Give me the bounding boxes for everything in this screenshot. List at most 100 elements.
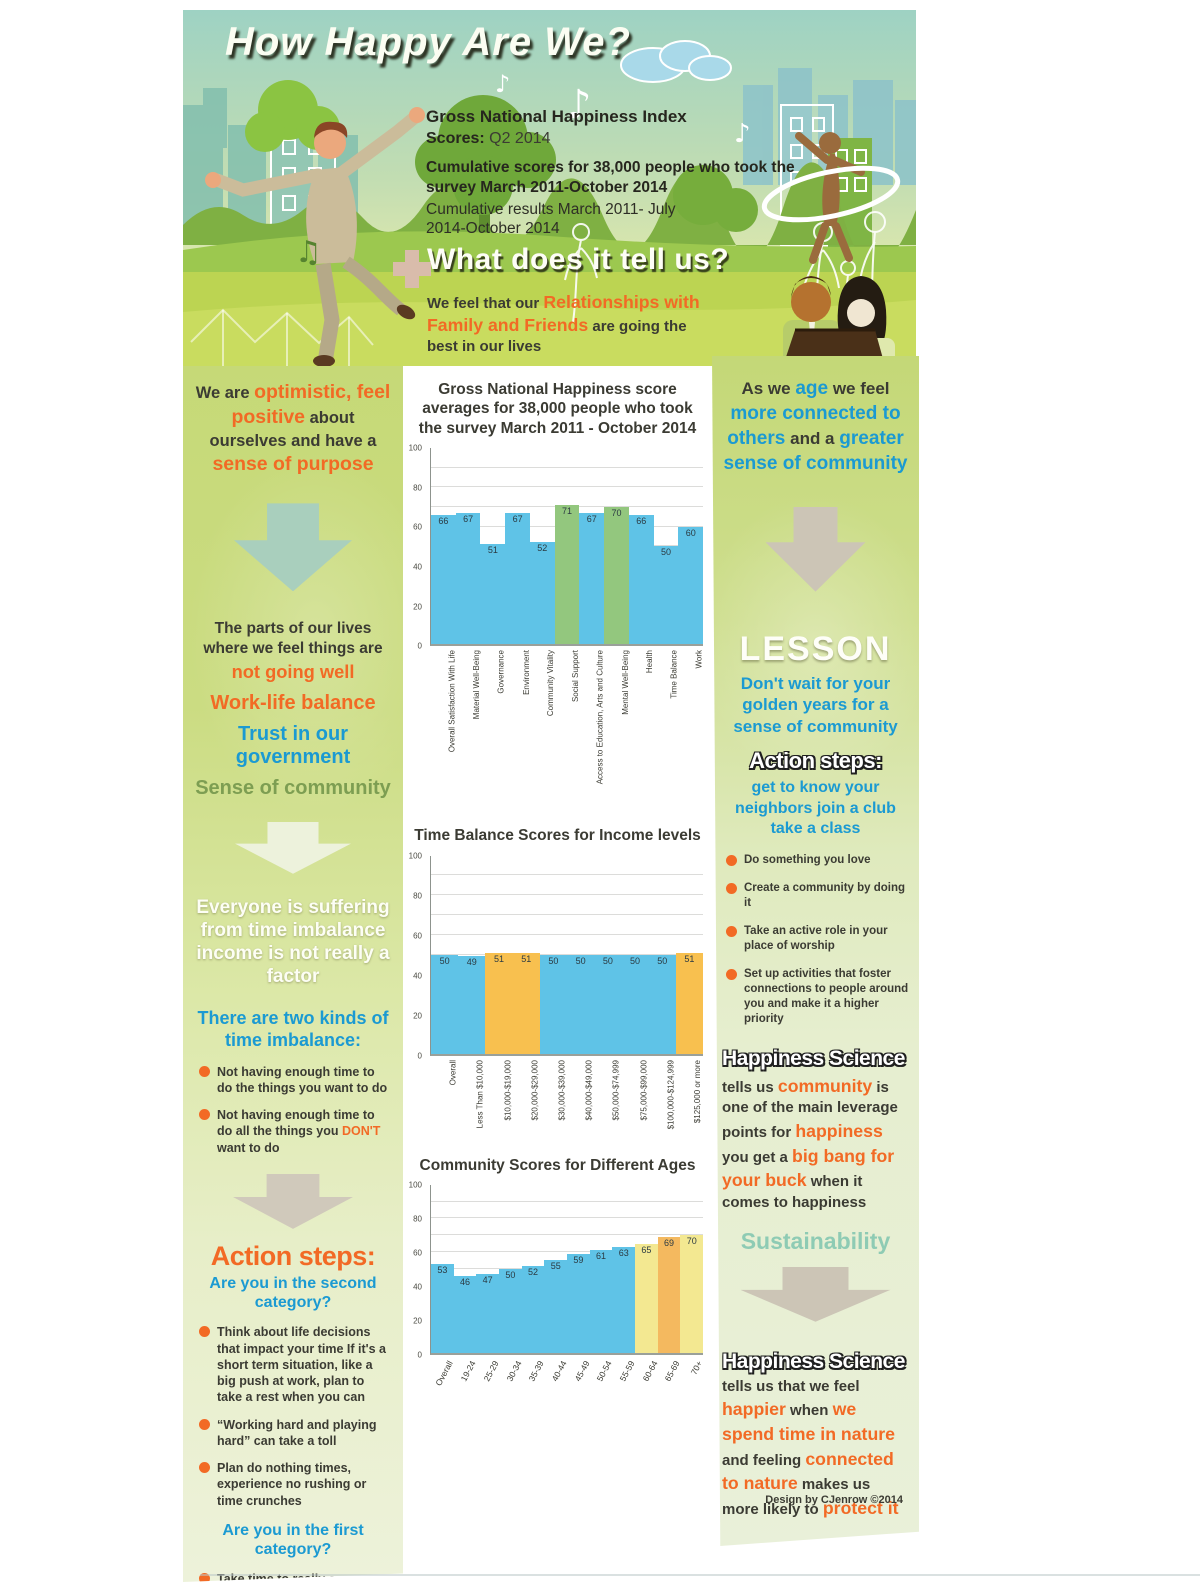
bar-governance: 51	[480, 544, 506, 645]
text-segment: we feel	[828, 379, 890, 398]
bullet-icon	[199, 1065, 210, 1077]
bar-overall: 50	[431, 954, 459, 1054]
bar--100-000-124-999: 50	[648, 954, 676, 1054]
bar-value-label: 49	[466, 957, 477, 968]
bar-access-to-education-arts-and-culture: 67	[579, 512, 605, 645]
x-tick: $100,000-$124,999	[648, 1056, 675, 1148]
dancing-person	[205, 107, 425, 366]
design-credit: Design by CJenrow ©2014	[765, 1494, 903, 1506]
bullet-icon	[726, 855, 737, 867]
gridline	[431, 953, 703, 955]
x-tick: $10,000-$19,000	[484, 1056, 512, 1148]
x-tick: Overall Satisfaction With Life	[430, 646, 456, 794]
bar-value-label: 51	[487, 545, 498, 556]
area-work-life-balance: Work-life balance	[210, 691, 376, 714]
bullet-text: Do something you love	[744, 854, 871, 866]
y-axis-ticks: 0 20 40 60 80 100	[403, 1180, 427, 1359]
cloud-icon	[620, 40, 732, 83]
x-tick: Governance	[479, 646, 506, 794]
y-tick-label: 40	[413, 971, 422, 980]
bar--10-000-19-000: 51	[485, 952, 513, 1054]
x-tick: 60-64	[634, 1355, 659, 1415]
section-answer: We feel that our Relationships with Fami…	[427, 291, 707, 357]
y-axis-ticks: 0 20 40 60 80 100	[403, 851, 427, 1060]
text-segment: makes us more likely to	[722, 1476, 871, 1519]
bar-mental-well-being: 70	[604, 506, 629, 645]
bar-70+: 70	[680, 1235, 704, 1353]
bar-40-44: 55	[544, 1260, 568, 1353]
x-tick: Overall	[430, 1056, 458, 1148]
bar-value-label: 47	[482, 1274, 493, 1285]
happiness-science-community: Happiness Science tells us community is …	[722, 1045, 909, 1214]
x-tick: 19-24	[453, 1355, 478, 1415]
x-tick: $30,000-$39,000	[539, 1056, 566, 1148]
x-tick: 50-54	[589, 1355, 614, 1415]
text-segment: Take an active role in your place of wor…	[744, 925, 888, 952]
x-tick: 70+	[679, 1355, 705, 1415]
bar-value-label: 50	[575, 955, 586, 966]
divider	[200, 1574, 1200, 1576]
bar-value-label: 70	[686, 1236, 697, 1247]
bar-25-29: 47	[476, 1273, 500, 1353]
plus-icon	[393, 250, 431, 288]
x-axis-labels: Overall 19-24 25-29 30-34 35-39 40-44 45-49 50-…	[430, 1355, 705, 1415]
x-tick: $75,000-$99,000	[620, 1056, 648, 1148]
chart-title: Community Scores for Different Ages	[419, 1156, 696, 1174]
y-tick-label: 100	[408, 443, 422, 453]
bar-value-label: 51	[684, 953, 695, 964]
bullet-icon	[199, 1109, 210, 1121]
text-segment: connected to nature	[722, 1448, 894, 1494]
text-segment: happier	[722, 1399, 786, 1420]
couple-with-laptop	[783, 276, 895, 366]
text-segment: more connected to others	[727, 403, 901, 450]
bar--40-000-49-000: 50	[567, 954, 595, 1054]
y-tick-label: 80	[413, 483, 422, 493]
text-segment: when it comes to happiness	[722, 1173, 867, 1212]
x-tick: $20,000-$29,000	[512, 1056, 539, 1148]
list-item: Create a community by doing it	[722, 881, 909, 911]
text-segment: tells us that we feel	[722, 1377, 860, 1395]
x-tick: 30-34	[498, 1355, 523, 1415]
community-action-list: Do something you love Create a community…	[722, 853, 909, 1026]
text-segment: Happiness Science	[722, 1046, 905, 1070]
text-segment: protect it	[822, 1498, 899, 1519]
bar-value-label: 66	[636, 515, 647, 526]
bar-material-well-being: 67	[455, 512, 481, 645]
x-tick: Social Support	[554, 646, 580, 794]
right-column: As we age we feel more connected to othe…	[712, 356, 919, 1546]
bar-value-label: 51	[494, 953, 505, 964]
bar-value-label: 50	[630, 955, 641, 966]
area-sense-community: Sense of community	[195, 776, 391, 799]
gridline	[431, 486, 703, 488]
bar--20-000-29-000: 51	[512, 952, 540, 1054]
text-segment: Take time to really savor each activity	[217, 1572, 362, 1582]
y-tick-label: 80	[413, 1214, 422, 1224]
music-note-icon: ♪ ♪ ♪ ♫	[295, 70, 751, 270]
list-item: Think about life decisions that impact y…	[195, 1324, 391, 1405]
bullet-icon	[726, 926, 737, 938]
bar-value-label: 67	[586, 513, 597, 524]
list-item: Take an active role in your place of wor…	[722, 924, 909, 954]
plot-area: 66 67 51 67 52 71 67 70 66 50 60	[430, 448, 704, 647]
bar-value-label: 67	[512, 513, 523, 524]
bar--75-000-99-000: 50	[621, 954, 649, 1054]
lesson-text: Don't wait for your golden years for a s…	[733, 673, 898, 737]
x-tick: Work	[677, 646, 704, 794]
gridline	[431, 1251, 703, 1253]
x-tick: Material Well-Being	[455, 646, 481, 794]
bar-value-label: 50	[439, 955, 450, 966]
bar-time-balance: 50	[653, 546, 679, 645]
text-segment: when	[785, 1402, 833, 1420]
gridline	[431, 1234, 703, 1236]
x-tick: 25-29	[475, 1355, 500, 1415]
x-tick: Environment	[504, 646, 531, 794]
list-item: Take time to really savor each activity	[195, 1571, 391, 1582]
text-segment: about ourselves and have a	[209, 409, 377, 450]
text-segment: not going well	[231, 660, 355, 682]
x-tick: Time Balance	[653, 646, 679, 794]
bar-health: 66	[628, 514, 654, 645]
x-tick: 45-49	[566, 1355, 591, 1415]
bar-55-59: 63	[612, 1247, 636, 1353]
y-tick-label: 0	[417, 1051, 422, 1060]
